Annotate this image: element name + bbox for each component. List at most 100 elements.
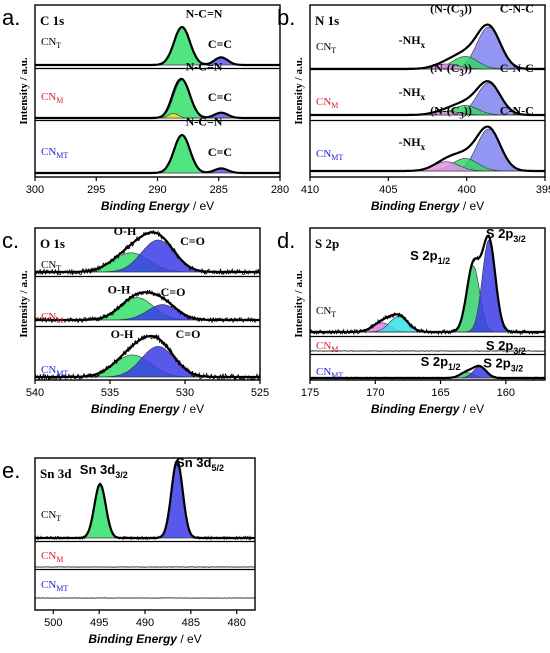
peak-annotation: O-H [114,224,137,238]
fit-peak [310,128,545,172]
x-tick-label: 500 [44,617,62,629]
x-tick-label: 170 [366,387,384,399]
x-tick-label: 525 [251,387,269,399]
fit-peak [35,346,260,378]
series-label: CNM [316,340,338,354]
x-tick-label: 175 [301,387,319,399]
x-tick-label: 300 [26,184,44,196]
plot-frame [34,227,261,381]
raw-data [34,333,261,382]
peak-annotation: C-N-C [500,103,534,117]
series-CN_MT: CNMT [34,579,255,599]
fit-peak [310,316,545,333]
x-tick-label: 480 [227,617,245,629]
x-tick-label: 490 [136,617,154,629]
peak-annotation: -NHx [399,33,426,50]
plot-frame [309,227,546,381]
peak-annotation: O-H [111,327,134,341]
x-tick-label: 395 [536,184,550,196]
raw-data [35,134,281,174]
peak-annotation: (N-(C3)) [430,103,472,120]
series-CN_M: CNM N-C=N C=C [34,60,281,120]
x-tick-label: 405 [379,184,397,196]
x-tick-label: 290 [148,184,166,196]
fit-envelope [35,25,280,67]
series-CN_MT: CNMT S 2p1/2 S 2p3/2 [309,354,546,380]
peak-annotation: S 2p3/2 [486,338,526,356]
fit-peak [35,483,255,539]
series-CN_M: CNM S 2p3/2 [309,338,546,356]
raw-data [34,289,261,324]
y-axis-label: Intensity / a.u. [293,270,305,337]
series-label: CNMT [41,364,68,378]
series-CN_M: CNM (N-(C3)) C-N-C -NHx [309,61,545,117]
series-label: CNM [41,91,63,105]
raw-data [309,234,546,336]
plot-frame [34,4,281,178]
panel-c: c. O 1s Intensity / a.u. 540 535 530 525 Bindin… [2,224,269,416]
x-tick-label: 530 [176,387,194,399]
panel-e: e. Sn 3d 500 495 490 485 480 Binding Energy / e… [2,455,256,646]
raw-data [309,80,545,116]
plot-frame [309,4,546,178]
series-CN_T: CNT Sn 3d3/2 Sn 3d5/2 [34,455,256,541]
fit-peak [35,79,280,119]
panel-title: O 1s [40,236,65,251]
series-label: CNT [316,305,336,319]
panel-title: S 2p [315,236,339,251]
panel-b: b. N 1s Intensity / a.u. 410 405 400 395 Bindin… [277,1,550,213]
series-CN_M: CNM [34,550,255,568]
x-tick-label: 540 [26,387,44,399]
panel-d: d. S 2p Intensity / a.u. 175 170 165 160 Bindin… [277,226,546,416]
panel-letter: d. [277,228,295,253]
peak-annotation: Sn 3d3/2 [80,462,128,480]
x-tick-label: 410 [301,184,319,196]
y-axis-label: Intensity / a.u. [293,57,305,124]
peak-annotation: C=O [176,327,201,341]
series-label: CNM [41,550,63,564]
raw-data [34,460,256,541]
peak-annotation: (N-(C3)) [430,61,472,78]
peak-annotation: S 2p1/2 [421,354,461,372]
series-CN_MT: CNMT O-H C=O [34,327,261,382]
x-tick-label: 400 [457,184,475,196]
x-axis-label: Binding Energy / eV [371,402,484,416]
panel-letter: b. [277,5,295,30]
peak-annotation: S 2p3/2 [486,226,526,244]
series-CN_T: CNT N-C=N C=C [34,7,281,67]
panel-title: N 1s [315,13,339,28]
peak-annotation: S 2p3/2 [483,356,523,374]
fit-envelope [35,133,280,175]
x-tick-label: 295 [87,184,105,196]
peak-annotation: N-C=N [186,7,223,21]
peak-annotation: (N-(C3)) [430,1,472,18]
fit-envelope [310,125,545,173]
peak-annotation: S 2p1/2 [410,248,450,266]
series-label: CNMT [316,366,343,380]
x-tick-label: 495 [90,617,108,629]
series-CN_T: CNT (N-(C3)) C-N-C -NHx [309,1,546,71]
x-axis-label: Binding Energy / eV [91,402,204,416]
fit-peak [35,239,260,273]
series-label: CNT [41,259,61,273]
series-label: CNM [316,96,338,110]
series-label: CNT [316,41,336,55]
fit-envelope [35,77,280,120]
series-label: CNT [41,36,61,50]
peak-annotation: N-C=N [186,115,223,129]
panel-letter: a. [2,5,20,30]
raw-data [309,24,546,70]
panel-letter: e. [2,458,20,483]
raw-data [309,125,546,172]
peak-annotation: N-C=N [186,60,223,74]
x-tick-label: 280 [271,184,289,196]
peak-annotation: -NHx [399,85,426,102]
series-CN_M: CNM O-H C=O [34,282,261,325]
fit-peak [310,265,545,333]
panel-a: a. C 1s Intensity / a.u. 300 295 290 285 280 Bin… [2,4,289,213]
peak-annotation: C-N-C [500,61,534,75]
panel-letter: c. [2,228,19,253]
x-tick-label: 285 [210,184,228,196]
x-tick-label: 165 [431,387,449,399]
